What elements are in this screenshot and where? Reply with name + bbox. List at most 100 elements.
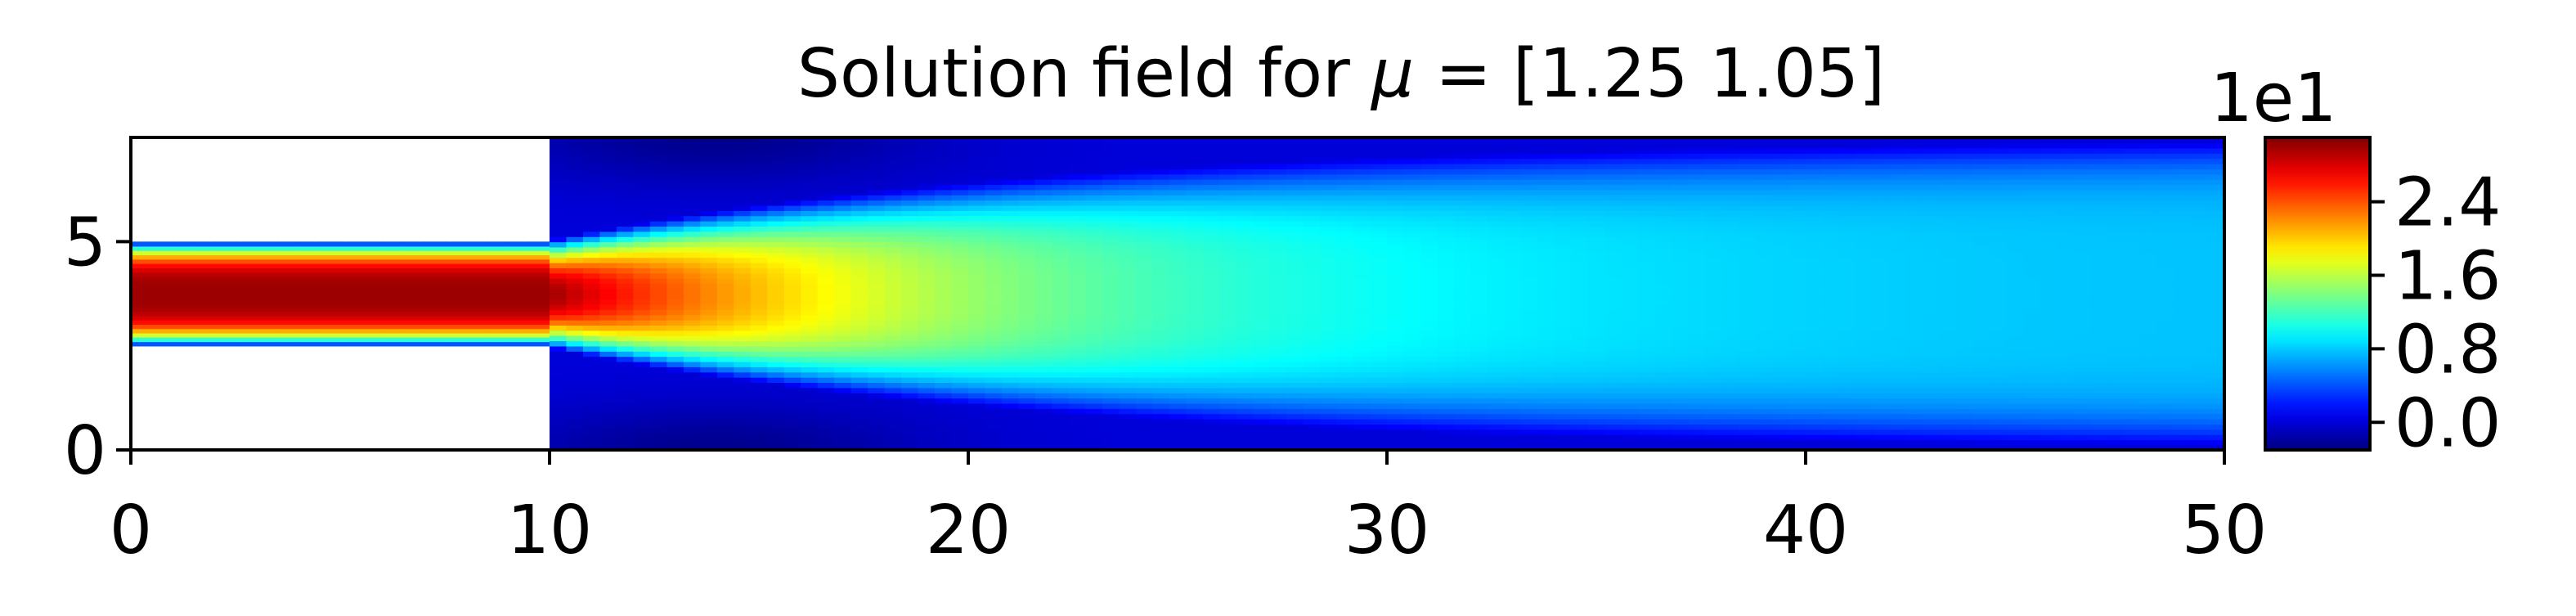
field-cell [566, 236, 584, 243]
field-cell [918, 137, 936, 144]
field-cell [1621, 210, 1639, 217]
field-cell [277, 272, 299, 277]
field-cell [1034, 231, 1053, 237]
field-cell [1403, 205, 1421, 211]
field-cell [1672, 137, 1690, 144]
field-cell [783, 184, 801, 191]
field-cell [1688, 424, 1706, 430]
field-cell [716, 142, 735, 149]
field-cell [1001, 382, 1020, 389]
field-cell [1721, 178, 1739, 186]
field-cell [1705, 153, 1723, 160]
field-cell [1772, 335, 1790, 342]
field-cell [1788, 268, 1806, 274]
field-cell [1604, 147, 1622, 154]
field-cell [1018, 268, 1036, 274]
field-cell [901, 408, 919, 415]
field-cell [599, 335, 617, 342]
field-cell [1068, 424, 1087, 430]
field-cell [1102, 236, 1120, 243]
field-cell [951, 382, 969, 389]
field-cell [1638, 304, 1656, 310]
field-cell [1604, 335, 1622, 342]
field-cell [1303, 220, 1321, 227]
field-cell [716, 246, 735, 253]
field-cell [1721, 153, 1739, 160]
field-cell [616, 429, 635, 435]
field-cell [1336, 304, 1354, 310]
field-cell [1537, 340, 1555, 347]
field-cell [1604, 252, 1622, 259]
field-cell [151, 254, 173, 260]
field-cell [1370, 236, 1388, 243]
field-cell [783, 173, 801, 180]
field-cell [1453, 319, 1472, 326]
field-cell [1353, 382, 1371, 389]
field-cell [918, 356, 936, 362]
field-cell [151, 289, 173, 295]
field-cell [1487, 299, 1506, 305]
field-cell [1437, 429, 1455, 435]
field-cell [1102, 309, 1120, 316]
field-cell [834, 277, 852, 285]
field-cell [507, 319, 530, 325]
field-cell [1286, 173, 1304, 180]
field-cell [968, 356, 986, 362]
field-cell [1403, 272, 1421, 279]
field-cell [1034, 147, 1053, 154]
field-cell [783, 178, 801, 186]
field-cell [1219, 434, 1237, 441]
field-cell [1621, 335, 1639, 342]
field-cell [1571, 387, 1589, 393]
field-cell [767, 189, 785, 196]
field-cell [599, 398, 617, 404]
field-cell [1638, 231, 1656, 237]
field-cell [783, 268, 801, 274]
field-cell [550, 294, 568, 300]
field-cell [1219, 361, 1237, 367]
field-cell [783, 429, 801, 435]
field-cell [1638, 169, 1656, 175]
field-cell [767, 392, 785, 399]
field-cell [700, 200, 718, 206]
field-cell [1654, 387, 1672, 393]
field-cell [507, 328, 530, 334]
field-cell [734, 434, 752, 441]
field-cell [633, 371, 651, 378]
field-cell [1068, 330, 1087, 336]
field-cell [767, 387, 785, 393]
field-cell [1001, 371, 1020, 378]
field-cell [361, 306, 383, 312]
field-cell [1152, 340, 1170, 347]
field-cell [1420, 210, 1438, 217]
field-cell [884, 444, 902, 451]
field-cell [1001, 241, 1020, 248]
field-cell [1085, 200, 1103, 206]
field-cell [801, 345, 819, 352]
field-cell [1186, 158, 1204, 164]
field-cell [1169, 189, 1187, 196]
field-cell [1202, 246, 1220, 253]
field-cell [1638, 408, 1656, 415]
field-cell [1772, 434, 1790, 441]
field-cell [599, 361, 617, 367]
field-cell [256, 241, 278, 247]
field-cell [850, 231, 868, 237]
field-cell [1554, 382, 1573, 389]
field-cell [298, 276, 321, 281]
field-cell [834, 272, 852, 279]
field-cell [1370, 309, 1388, 316]
field-cell [1001, 429, 1020, 435]
field-cell [968, 252, 986, 259]
field-cell [1353, 361, 1371, 367]
field-cell [750, 413, 769, 420]
field-cell [683, 142, 702, 149]
field-cell [1119, 205, 1137, 211]
field-cell [1504, 257, 1522, 263]
field-cell [319, 263, 341, 268]
field-cell [734, 283, 752, 290]
field-cell [1705, 178, 1723, 186]
field-cell [1202, 158, 1220, 164]
field-cell [256, 254, 278, 260]
field-cell [1487, 392, 1506, 399]
